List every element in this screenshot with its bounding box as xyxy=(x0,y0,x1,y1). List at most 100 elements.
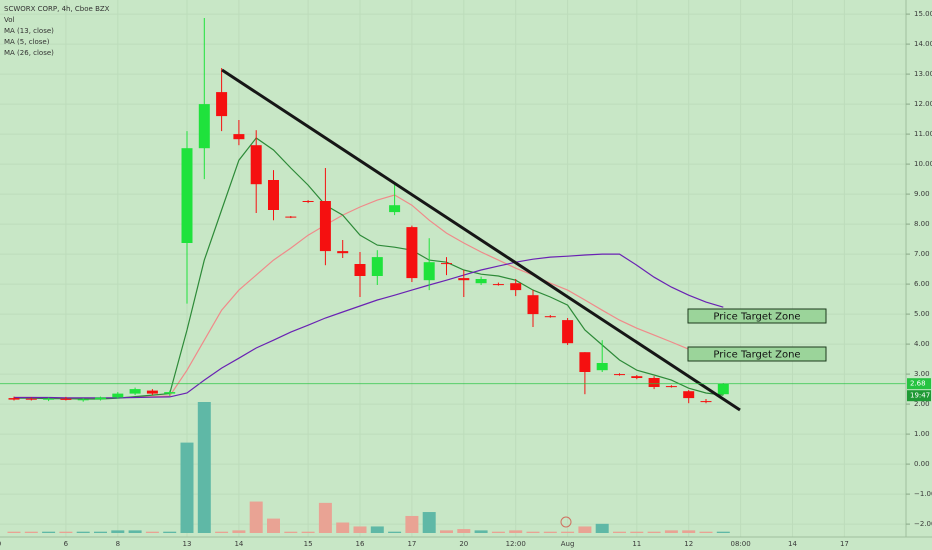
candle-body xyxy=(268,180,279,210)
volume-bar xyxy=(7,531,21,533)
volume-bar xyxy=(526,531,540,533)
volume-bar xyxy=(370,526,384,533)
volume-bar xyxy=(76,531,90,533)
candle-body xyxy=(302,201,314,202)
x-tick-label: 14 xyxy=(788,540,797,548)
ma-layer xyxy=(14,137,724,400)
volume-bar xyxy=(353,526,367,533)
volume-bar xyxy=(491,531,505,533)
candle-body xyxy=(8,398,20,400)
volume-bar xyxy=(682,530,696,533)
ma-line xyxy=(14,137,724,400)
axes: −2.00 −1.00 0.00 1.00 2.00 3.00 4.00 5.00 6.00 7.… xyxy=(0,10,932,548)
target-zone xyxy=(687,346,827,362)
candle-body xyxy=(389,205,401,213)
volume-bar xyxy=(630,531,644,533)
candle-body xyxy=(354,264,366,276)
x-tick-label: 13 xyxy=(183,540,192,548)
volume-bar xyxy=(215,531,229,533)
candle-body xyxy=(198,104,210,149)
volume-bar xyxy=(578,526,592,533)
volume-bar xyxy=(595,523,609,533)
target-zone-label: Price Target Zone xyxy=(713,312,800,323)
x-tick-label: 20 xyxy=(459,540,468,548)
last-price-box xyxy=(907,378,931,390)
y-tick-label: 9.00 xyxy=(914,190,930,198)
candle-body xyxy=(216,92,228,117)
x-tick-label: Aug xyxy=(561,540,575,548)
volume-bar xyxy=(111,530,125,533)
candle-body xyxy=(146,390,158,394)
earnings-marker xyxy=(560,516,572,528)
legend-entry: MA (5, close) xyxy=(4,38,50,46)
candle-body xyxy=(337,251,349,254)
y-tick-label: 3.00 xyxy=(914,370,930,378)
candle-body xyxy=(683,391,695,399)
candle-body xyxy=(371,257,383,276)
candle-body xyxy=(631,376,643,378)
y-tick-label: −1.00 xyxy=(914,490,932,498)
x-tick-label: 16 xyxy=(356,540,365,548)
candle-body xyxy=(406,227,418,279)
volume-bar xyxy=(647,531,661,533)
y-tick-label: 13.00 xyxy=(914,70,932,78)
volume-bar xyxy=(561,531,575,533)
candle-body xyxy=(441,263,452,265)
y-tick-label: 14.00 xyxy=(914,40,932,48)
y-tick-label: 4.00 xyxy=(914,340,930,348)
volume-bar xyxy=(267,518,280,533)
candle-body xyxy=(25,398,37,400)
legend-entry: MA (26, close) xyxy=(4,49,54,57)
y-tick-label: 7.00 xyxy=(914,250,930,258)
volume-bar xyxy=(405,515,419,533)
x-tick-label: 15 xyxy=(304,540,313,548)
volume-bar xyxy=(336,522,350,533)
volume-bar xyxy=(94,531,107,533)
candle-body xyxy=(614,374,625,376)
volume-bar xyxy=(145,531,159,533)
countdown-label: 19:47 xyxy=(910,392,930,400)
volume-bar xyxy=(301,531,315,533)
volume-bar xyxy=(474,530,488,533)
y-tick-label: 11.00 xyxy=(914,130,932,138)
volume-bar xyxy=(180,442,194,533)
candle-body xyxy=(562,320,574,344)
volume-bar xyxy=(232,530,246,533)
volume-bar xyxy=(197,402,211,533)
volume-bar xyxy=(716,531,730,533)
candle-body xyxy=(233,134,245,140)
ma-line xyxy=(14,253,724,399)
candle-body xyxy=(112,393,124,398)
volume-legend: Vol xyxy=(4,16,15,24)
candle-body xyxy=(95,397,106,400)
x-tick-label: 17 xyxy=(407,540,416,548)
target-zone-label: Price Target Zone xyxy=(713,350,800,361)
y-tick-label: 12.00 xyxy=(914,100,932,108)
volume-bar xyxy=(59,531,73,533)
trendline xyxy=(221,68,741,412)
candle-body xyxy=(527,295,539,315)
candle-layer xyxy=(8,18,729,404)
volume-bar xyxy=(388,531,402,533)
target-zone xyxy=(687,308,827,324)
candle-body xyxy=(77,399,89,401)
y-tick-label: 1.00 xyxy=(914,430,930,438)
candle-body xyxy=(164,392,176,394)
candle-body xyxy=(717,384,729,395)
volume-bar xyxy=(284,531,298,533)
volume-layer xyxy=(7,402,730,533)
candle-body xyxy=(579,352,591,372)
x-tick-label: 14 xyxy=(234,540,243,548)
y-tick-label: 0.00 xyxy=(914,460,930,468)
x-tick-label: 08:00 xyxy=(731,540,751,548)
last-price-label: 2.68 xyxy=(910,380,926,388)
candle-body xyxy=(250,145,262,185)
candle-body xyxy=(648,378,660,387)
candle-body xyxy=(129,389,141,394)
y-tick-label: 10.00 xyxy=(914,160,932,168)
volume-bar xyxy=(457,529,471,533)
volume-bar xyxy=(509,530,523,533)
x-tick-label: 30 xyxy=(0,540,1,548)
volume-bar xyxy=(440,530,453,533)
